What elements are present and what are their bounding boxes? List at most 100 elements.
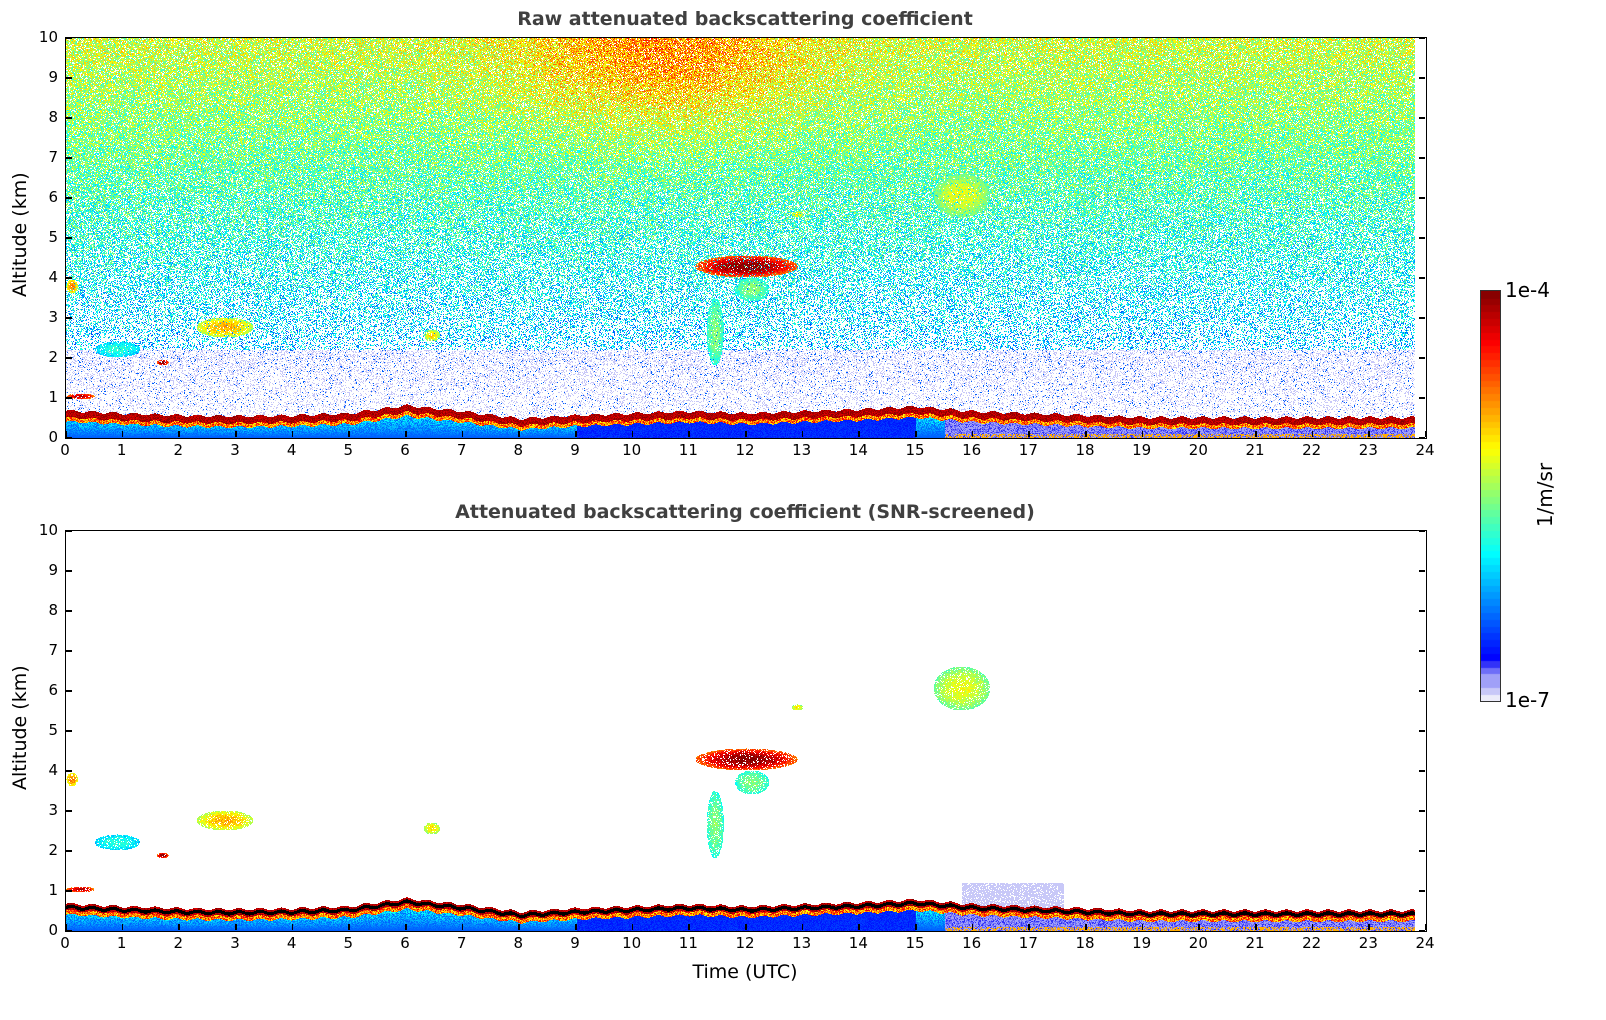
y-tick: [66, 850, 72, 852]
y-tick-label: 8: [48, 108, 58, 126]
y-tick: [66, 810, 72, 812]
y-tick-label: 2: [48, 348, 58, 366]
y-tick: [66, 690, 72, 692]
y-tick-label: 9: [48, 68, 58, 86]
y-tick-label: 4: [48, 268, 58, 286]
x-tick: [348, 431, 350, 437]
x-tick: [121, 924, 124, 930]
y-tick: [1419, 117, 1425, 119]
x-tick-label: 16: [962, 934, 982, 952]
x-tick: [971, 431, 974, 437]
x-tick: [1311, 924, 1314, 930]
y-tick: [66, 37, 72, 39]
y-tick: [1419, 437, 1425, 439]
x-tick: [1198, 924, 1200, 930]
x-tick-label: 1: [116, 934, 127, 952]
x-tick: [1425, 431, 1427, 437]
y-tick: [66, 237, 72, 239]
x-tick: [1028, 924, 1030, 930]
y-tick: [1419, 197, 1425, 199]
x-tick-label: 3: [230, 441, 240, 459]
y-tick-label: 4: [48, 761, 58, 779]
y-tick-label: 5: [48, 721, 58, 739]
x-tick-label: 14: [848, 441, 868, 459]
y-tick: [1419, 317, 1425, 319]
x-tick: [801, 924, 804, 930]
x-tick: [178, 924, 180, 930]
y-tick-label: 7: [48, 148, 58, 166]
y-tick: [1419, 850, 1425, 852]
y-tick-label: 2: [48, 841, 58, 859]
x-tick: [631, 431, 634, 437]
x-tick-label: 22: [1302, 934, 1322, 952]
x-tick-label: 19: [1132, 934, 1152, 952]
x-tick-label: 4: [286, 934, 297, 952]
y-tick: [1419, 730, 1425, 732]
x-tick-label: 9: [570, 934, 580, 952]
raw-backscatter-heatmap: [66, 38, 1426, 438]
y-tick: [66, 730, 72, 732]
x-tick-label: 20: [1188, 441, 1208, 459]
y-tick-label: 10: [38, 28, 58, 46]
x-tick-label: 2: [173, 934, 184, 952]
x-tick: [1085, 431, 1087, 437]
screened-backscatter-plot: [65, 530, 1427, 932]
raw-backscatter-plot: [65, 37, 1427, 439]
y-tick: [1419, 770, 1425, 772]
x-tick: [1255, 924, 1257, 930]
x-tick: [801, 431, 804, 437]
y-tick-label: 3: [48, 308, 58, 326]
x-tick-label: 21: [1245, 934, 1265, 952]
y-tick-label: 6: [48, 188, 58, 206]
y-tick: [1419, 277, 1425, 279]
y-tick: [66, 397, 72, 399]
x-tick: [65, 431, 67, 437]
y-tick: [1419, 610, 1425, 612]
y-tick: [1419, 690, 1425, 692]
x-tick-label: 18: [1075, 441, 1095, 459]
x-tick-label: 15: [905, 934, 925, 952]
x-tick: [235, 924, 237, 930]
y-tick: [1419, 157, 1425, 159]
colorbar-min-label: 1e-7: [1505, 688, 1550, 712]
y-tick: [1419, 650, 1425, 652]
y-tick: [1419, 237, 1425, 239]
x-tick: [688, 924, 690, 930]
x-tick-label: 8: [513, 441, 524, 459]
x-tick: [575, 924, 577, 930]
x-tick-label: 22: [1302, 441, 1322, 459]
x-tick-label: 7: [456, 934, 467, 952]
x-tick-label: 13: [792, 441, 812, 459]
y-tick-label: 1: [48, 388, 58, 406]
x-tick-label: 8: [513, 934, 524, 952]
x-tick-label: 19: [1132, 441, 1152, 459]
x-tick-label: 20: [1188, 934, 1208, 952]
x-tick-label: 10: [622, 441, 642, 459]
x-tick: [1311, 431, 1314, 437]
y-tick: [66, 77, 72, 79]
x-tick: [1255, 431, 1257, 437]
x-tick: [235, 431, 237, 437]
x-tick: [575, 431, 577, 437]
x-tick: [631, 924, 634, 930]
x-tick: [121, 431, 124, 437]
x-tick-label: 2: [173, 441, 184, 459]
bottom-chart-title: Attenuated backscattering coefficient (S…: [455, 501, 1035, 523]
y-tick: [66, 437, 72, 439]
x-tick-label: 6: [400, 441, 410, 459]
x-tick-label: 11: [678, 441, 698, 459]
x-tick-label: 5: [343, 441, 354, 459]
x-tick: [858, 431, 860, 437]
x-tick: [518, 924, 520, 930]
x-tick: [1028, 431, 1030, 437]
x-tick-label: 15: [905, 441, 925, 459]
y-tick: [1419, 37, 1425, 39]
x-tick: [1368, 431, 1370, 437]
y-tick-label: 0: [48, 428, 58, 446]
x-tick-label: 14: [848, 934, 868, 952]
x-tick: [745, 431, 747, 437]
y-tick: [66, 277, 72, 279]
x-tick: [518, 431, 520, 437]
y-tick: [1419, 530, 1425, 532]
x-tick: [1368, 924, 1370, 930]
